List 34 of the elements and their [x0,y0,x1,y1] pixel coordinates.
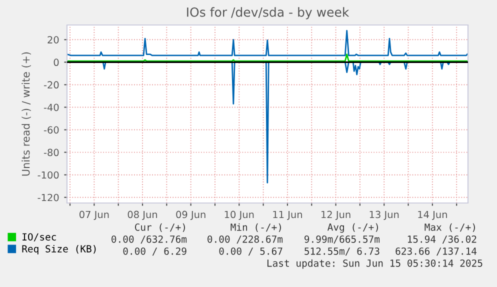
y-tick-label: -100 [38,171,59,179]
x-tick-label: 13 Jun [370,210,399,220]
x-tick-label: 12 Jun [322,210,350,220]
line-series [67,30,468,56]
legend-label: Req Size (KB) [22,244,96,254]
y-tick-label: -20 [44,81,59,89]
x-tick-label: 07 Jun [79,210,109,220]
text: 512.55m/ 6.73 [304,247,380,256]
text: 623.66 /137.14 [396,247,477,256]
y-tick-label: -120 [38,194,59,202]
text: 0.00 /228.67m [208,235,283,244]
text: Avg (-/+) [328,223,378,233]
y-tick-label: -60 [44,126,59,134]
chart-title: IOs for /dev/sda - by week [187,7,350,20]
legend-label: IO/sec [22,233,56,242]
y-axis-title: Units read (-) / write (+) [22,52,31,176]
text: 9.99m/665.57m [304,235,380,244]
text: Last update: Sun Jun 15 05:30:14 2025 [267,259,482,269]
text: Cur (-/+) [134,223,185,232]
y-tick-label: -80 [44,148,59,156]
x-tick-label: 10 Jun [224,210,254,220]
y-tick-label: 20 [48,36,59,44]
x-tick-label: 14 Jun [418,210,447,220]
text: Max (-/+) [424,223,475,232]
x-tick-label: 11 Jun [273,210,302,220]
y-tick-label: -40 [44,104,59,112]
text: 0.00 / 6.29 [123,247,186,256]
text: 15.94 /36.02 [408,235,476,244]
x-tick-label: 08 Jun [128,210,158,220]
x-tick-label: 09 Jun [176,210,206,220]
y-tick-label: 0 [54,58,59,66]
text: 0.00 /632.76m [112,235,187,244]
text: 0.00 / 5.67 [219,247,282,256]
text: Min (-/+) [230,223,281,232]
